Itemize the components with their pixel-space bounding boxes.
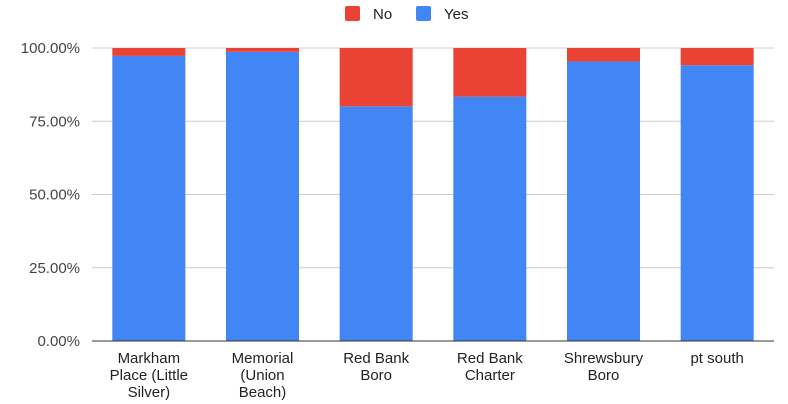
y-tick-label: 0.00%	[37, 333, 80, 350]
bar-no	[339, 48, 413, 107]
gridlines	[92, 47, 774, 269]
y-tick-label: 50.00%	[29, 187, 80, 204]
x-axis: Markham Place (Little Silver) Memorial (Unio…	[110, 350, 744, 401]
bar-yes	[112, 55, 186, 341]
legend-swatch-yes	[416, 6, 431, 21]
x-category-label: Shrewsbury Boro	[564, 350, 644, 384]
legend: No Yes	[345, 6, 468, 23]
y-tick-label: 25.00%	[29, 260, 80, 277]
bars	[112, 48, 754, 342]
x-category-label: Memorial (Union Beach)	[232, 350, 294, 401]
x-category-label: Red Bank Charter	[457, 350, 523, 384]
bar-no	[453, 48, 527, 97]
y-tick-label: 75.00%	[29, 113, 80, 130]
x-category-label: Red Bank Boro	[343, 350, 409, 384]
y-axis: 0.00% 25.00% 50.00% 75.00% 100.00%	[21, 40, 80, 350]
bar-no	[680, 48, 754, 66]
legend-swatch-no	[345, 6, 360, 21]
x-category-label: Markham Place (Little Silver)	[110, 350, 188, 401]
bar-yes	[567, 61, 640, 342]
bar-no	[567, 48, 640, 62]
bar-no	[112, 48, 186, 56]
bar-no	[226, 48, 299, 52]
bar-yes	[680, 65, 754, 342]
bar-yes	[453, 96, 527, 341]
legend-label-no: No	[373, 6, 392, 23]
legend-label-yes: Yes	[444, 6, 468, 23]
bar-yes	[226, 51, 299, 342]
y-tick-label: 100.00%	[21, 40, 80, 57]
x-category-label: pt south	[690, 350, 743, 367]
bar-yes	[339, 106, 413, 341]
